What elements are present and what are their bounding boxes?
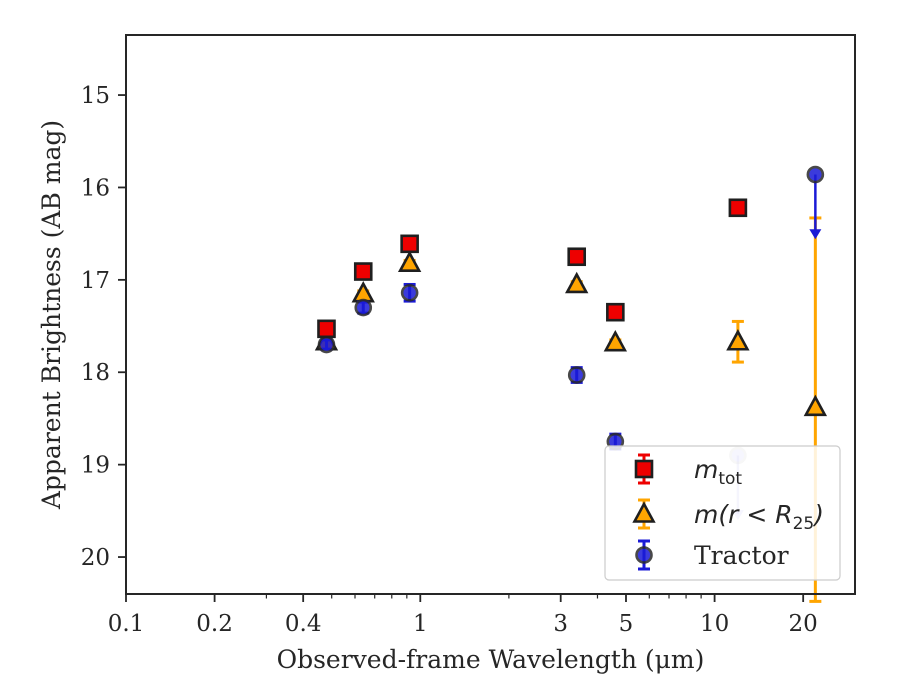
legend-marker-mr25 <box>632 501 656 523</box>
plot-area-frame <box>125 34 856 595</box>
legend-label-subscript: tot <box>718 469 742 489</box>
data-marks <box>314 165 828 603</box>
x-tick-label: 0.1 <box>108 611 145 637</box>
axis-ticks: 0.1 0.2 0.4 1 3 5 10 20 15 16 17 18 19 20 <box>81 83 818 637</box>
data-point-mtot <box>567 247 587 267</box>
data-point-tractor <box>354 298 373 317</box>
y-tick-label: 16 <box>81 175 110 201</box>
legend: mtot m(r < R25) Tractor <box>604 445 841 581</box>
data-point-mr25 <box>565 271 589 294</box>
data-point-mr25 <box>351 280 375 303</box>
data-point-mtot <box>317 319 336 339</box>
y-tick-label: 19 <box>81 453 110 479</box>
data-point-tractor <box>806 165 825 184</box>
legend-marker-tractor <box>635 546 653 564</box>
series-mtot <box>317 198 748 339</box>
legend-label-main: m(r < R <box>694 500 793 529</box>
data-point-tractor <box>567 366 586 384</box>
data-point-tractor <box>317 335 336 354</box>
data-point-mtot <box>728 198 748 218</box>
x-axis-label: Observed-frame Wavelength (μm) <box>277 645 705 674</box>
data-point-mr25 <box>726 329 750 351</box>
data-point-mr25 <box>603 329 628 352</box>
data-point-mtot <box>353 262 373 281</box>
series-mr25 <box>314 216 828 603</box>
legend-marker-mtot <box>634 459 654 479</box>
legend-entry-mtot: mtot <box>634 453 742 489</box>
x-tick-label: 0.2 <box>196 611 233 637</box>
legend-entry-mr25: m(r < R25) <box>632 498 824 534</box>
legend-label-subscript: 25 <box>793 514 815 534</box>
legend-label: mtot <box>694 455 742 489</box>
upper-limit-arrowhead <box>809 229 822 240</box>
x-tick-label: 10 <box>700 611 729 637</box>
data-point-mtot <box>400 234 419 254</box>
y-axis-label: Apparent Brightness (AB mag) <box>37 120 66 510</box>
legend-label: Tractor <box>694 541 789 570</box>
data-point-mtot <box>606 302 625 322</box>
y-tick-label: 17 <box>81 268 110 294</box>
legend-label: m(r < R25) <box>694 500 824 534</box>
data-point-mr25 <box>803 394 828 417</box>
legend-entry-tractor: Tractor <box>635 539 789 571</box>
x-tick-label: 1 <box>413 611 428 637</box>
y-tick-label: 20 <box>81 545 110 571</box>
legend-box <box>604 445 841 581</box>
data-point-tractor <box>400 283 419 302</box>
x-tick-label: 20 <box>789 611 818 637</box>
data-point-mr25 <box>397 250 422 273</box>
y-tick-label: 15 <box>81 83 110 109</box>
x-tick-label: 0.4 <box>285 611 322 637</box>
legend-label-main: m <box>694 455 718 484</box>
legend-label-tail: ) <box>812 500 824 529</box>
x-tick-label: 5 <box>619 611 634 637</box>
x-tick-label: 3 <box>553 611 568 637</box>
y-tick-label: 18 <box>81 360 110 386</box>
